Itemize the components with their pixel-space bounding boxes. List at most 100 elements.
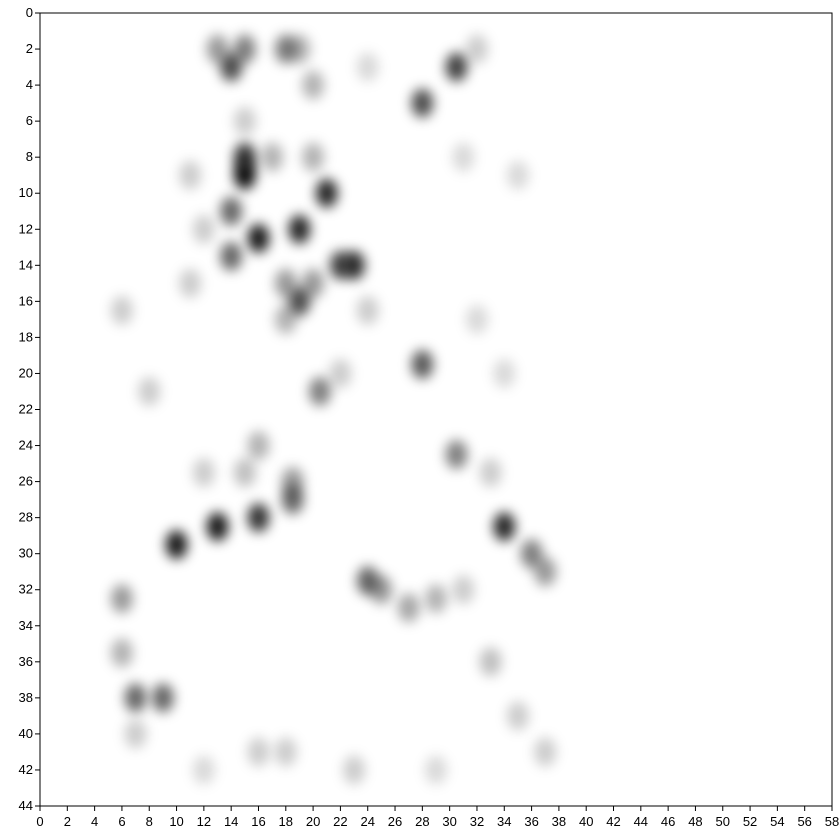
y-tick-label: 24: [19, 438, 33, 453]
heat-blob: [411, 88, 434, 118]
y-tick-label: 32: [19, 582, 33, 597]
x-tick-label: 44: [634, 814, 648, 829]
heat-blob: [247, 223, 270, 253]
y-tick-label: 42: [19, 762, 33, 777]
heat-blob: [179, 268, 202, 298]
heat-blob: [445, 52, 468, 82]
heat-blob: [261, 142, 284, 172]
heat-blob: [247, 431, 270, 460]
heat-blob: [343, 755, 365, 785]
y-tick-label: 28: [19, 510, 33, 525]
y-tick-label: 6: [26, 113, 33, 128]
x-tick-label: 48: [688, 814, 702, 829]
heat-blob: [329, 359, 352, 388]
heat-blob: [445, 440, 468, 469]
heat-blob: [179, 160, 202, 190]
heat-blob: [281, 467, 304, 497]
x-tick-label: 22: [333, 814, 347, 829]
y-tick-label: 30: [19, 546, 33, 561]
heat-blob: [288, 34, 311, 64]
y-tick-label: 2: [26, 41, 33, 56]
heat-blob: [220, 196, 243, 226]
y-tick-label: 40: [19, 726, 33, 741]
heat-blob: [124, 719, 147, 749]
heat-blob: [507, 701, 529, 731]
x-tick-label: 56: [797, 814, 811, 829]
heat-blob: [247, 503, 270, 533]
heat-blob: [233, 458, 256, 487]
heat-blob: [302, 142, 325, 172]
heat-blob: [534, 737, 557, 767]
heat-blob: [111, 638, 133, 668]
heat-blob: [192, 214, 215, 244]
heat-blob: [274, 268, 297, 298]
heat-blob: [192, 755, 215, 785]
heat-blob: [493, 512, 516, 542]
x-tick-label: 2: [64, 814, 71, 829]
heat-blob: [288, 286, 311, 316]
heat-blob: [507, 160, 529, 190]
heat-blob: [274, 737, 297, 767]
x-tick-label: 6: [118, 814, 125, 829]
heat-blob: [124, 683, 147, 713]
heat-blob: [493, 359, 516, 388]
x-tick-label: 16: [251, 814, 265, 829]
heat-blob: [329, 250, 352, 280]
x-tick-label: 12: [197, 814, 211, 829]
heat-blob: [425, 755, 447, 785]
heat-blob: [302, 70, 325, 100]
y-tick-label: 12: [19, 221, 33, 236]
x-tick-label: 40: [579, 814, 593, 829]
x-tick-label: 38: [552, 814, 566, 829]
heat-blob: [370, 575, 393, 605]
x-tick-label: 30: [442, 814, 456, 829]
heat-blob: [479, 458, 502, 487]
x-tick-label: 46: [661, 814, 675, 829]
heat-blob: [206, 34, 229, 64]
heat-blob: [520, 539, 543, 569]
heat-blob: [534, 557, 557, 587]
heat-blob: [452, 142, 475, 172]
heat-blob: [233, 34, 256, 64]
heat-blob: [233, 106, 256, 136]
heat-blob: [356, 295, 379, 325]
x-tick-label: 10: [169, 814, 183, 829]
y-tick-label: 22: [19, 402, 33, 417]
x-tick-label: 34: [497, 814, 511, 829]
heat-blob: [220, 241, 243, 271]
x-tick-label: 54: [770, 814, 784, 829]
heat-blob: [165, 530, 188, 560]
heat-blob: [309, 377, 331, 406]
x-tick-label: 4: [91, 814, 98, 829]
y-tick-label: 0: [26, 5, 33, 20]
heat-blob: [138, 377, 161, 406]
x-tick-label: 50: [716, 814, 730, 829]
heat-blob: [274, 304, 297, 334]
heatmap-cells: [111, 34, 557, 785]
x-tick-label: 26: [388, 814, 402, 829]
y-tick-label: 44: [19, 798, 33, 813]
x-tick-label: 28: [415, 814, 429, 829]
y-tick-label: 26: [19, 474, 33, 489]
y-tick-label: 4: [26, 77, 33, 92]
x-tick-label: 58: [825, 814, 839, 829]
x-tick-label: 52: [743, 814, 757, 829]
heat-blob: [233, 142, 256, 172]
heat-blob: [315, 178, 338, 208]
heat-blob: [192, 458, 215, 487]
heat-blob: [247, 737, 270, 767]
y-tick-label: 10: [19, 185, 33, 200]
heat-blob: [151, 683, 174, 713]
heat-blob: [411, 350, 434, 379]
x-tick-label: 24: [360, 814, 374, 829]
y-tick-label: 20: [19, 365, 33, 380]
y-tick-label: 38: [19, 690, 33, 705]
x-tick-label: 8: [146, 814, 153, 829]
heat-blob: [206, 512, 229, 542]
heat-blob: [466, 304, 488, 334]
x-tick-label: 14: [224, 814, 238, 829]
heat-blob: [466, 34, 488, 64]
y-tick-label: 16: [19, 293, 33, 308]
heat-blob: [479, 647, 502, 677]
heat-blob: [302, 268, 325, 298]
